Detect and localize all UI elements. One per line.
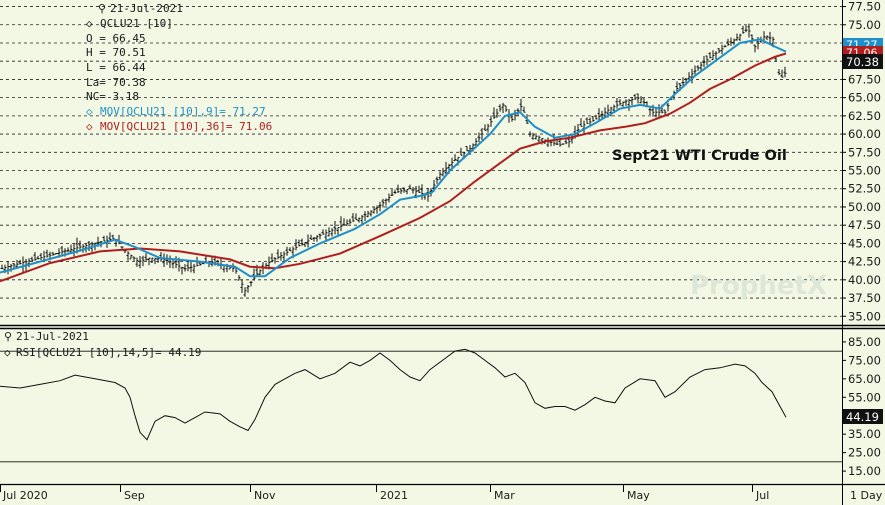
price-tick-label: 37.50 [848,291,881,305]
price-tick-label: 62.50 [848,109,881,123]
watermark: ProphetX [690,271,827,301]
rsi-tick-label: 25.00 [848,446,881,460]
price-tick-label: 57.50 [848,145,881,159]
rsi-marker-icon: ◇ [4,346,11,359]
symbol-label: QCLU21 [10] [100,17,173,30]
time-tick-label: Mar [494,489,515,502]
ma9-line [0,38,787,278]
ma36-label: MOV[QCLU21 [10],36]= 71.06 [100,120,272,133]
low-value: L = 66.44 [86,61,146,74]
time-tick-label: Nov [254,489,276,502]
price-tick-label: 40.00 [848,273,881,287]
rsi-tick-label: 75.00 [848,353,881,367]
time-axis-ticks: Jul 2020 Sep Nov 2021 Mar May Jul 1 Day [0,484,883,502]
rsi-tick-label: 65.00 [848,372,881,386]
symbol-marker-icon: ◇ [86,17,93,30]
time-tick-label: Jul [755,489,769,502]
zoom-icon[interactable]: ⚲ [98,2,106,15]
price-tick-label: 52.50 [848,182,881,196]
time-tick-label: 2021 [380,489,408,502]
high-value: H = 70.51 [86,46,146,59]
chart-title: Sept21 WTI Crude Oil [612,148,787,164]
rsi-tick-label: 15.00 [848,464,881,478]
ma36-marker-icon: ◇ [86,120,93,133]
time-tick-label: 1 Day [850,489,883,502]
price-tick-label: 75.00 [848,18,881,32]
net-change-value: NC= 3.18 [86,90,139,103]
rsi-tick-label: 35.00 [848,427,881,441]
price-tick-label: 35.00 [848,309,881,323]
price-date: 21-Jul-2021 [110,2,183,15]
price-tick-label: 50.00 [848,200,881,214]
rsi-date: 21-Jul-2021 [16,330,89,343]
price-tick-label: 67.50 [848,72,881,86]
ma36-line [0,52,787,283]
price-grid [0,6,842,317]
rsi-last-tag: 44.19 [843,409,883,424]
rsi-tick-label: 55.00 [848,390,881,404]
ma9-label: MOV[QCLU21 [10],9]= 71.27 [100,105,266,118]
price-tick-label: 55.00 [848,164,881,178]
price-tick-label: 42.50 [848,255,881,269]
rsi-grid [0,350,842,463]
ma9-marker-icon: ◇ [86,105,93,118]
time-tick-label: Sep [124,489,145,502]
price-tick-label: 65.00 [848,91,881,105]
svg-text:70.38: 70.38 [846,55,879,69]
price-tick-label: 45.00 [848,236,881,250]
price-tick-label: 77.50 [848,0,881,14]
rsi-tick-label: 85.00 [848,335,881,349]
last-value: La= 70.38 [86,76,146,89]
last-price-tag: 70.38 [843,54,883,69]
svg-text:44.19: 44.19 [846,410,879,424]
price-tick-label: 60.00 [848,127,881,141]
rsi-label: RSI[QCLU21 [10],14,5]= 44.19 [16,346,201,359]
time-tick-label: May [627,489,650,502]
price-info: ⚲ 21-Jul-2021 ◇ QCLU21 [10] O = 66.45 H … [86,2,272,133]
price-tick-label: 47.50 [848,218,881,232]
rsi-zoom-icon[interactable]: ⚲ [4,330,12,343]
open-value: O = 66.45 [86,32,146,45]
time-tick-label: Jul 2020 [2,489,48,502]
rsi-line [0,348,787,441]
